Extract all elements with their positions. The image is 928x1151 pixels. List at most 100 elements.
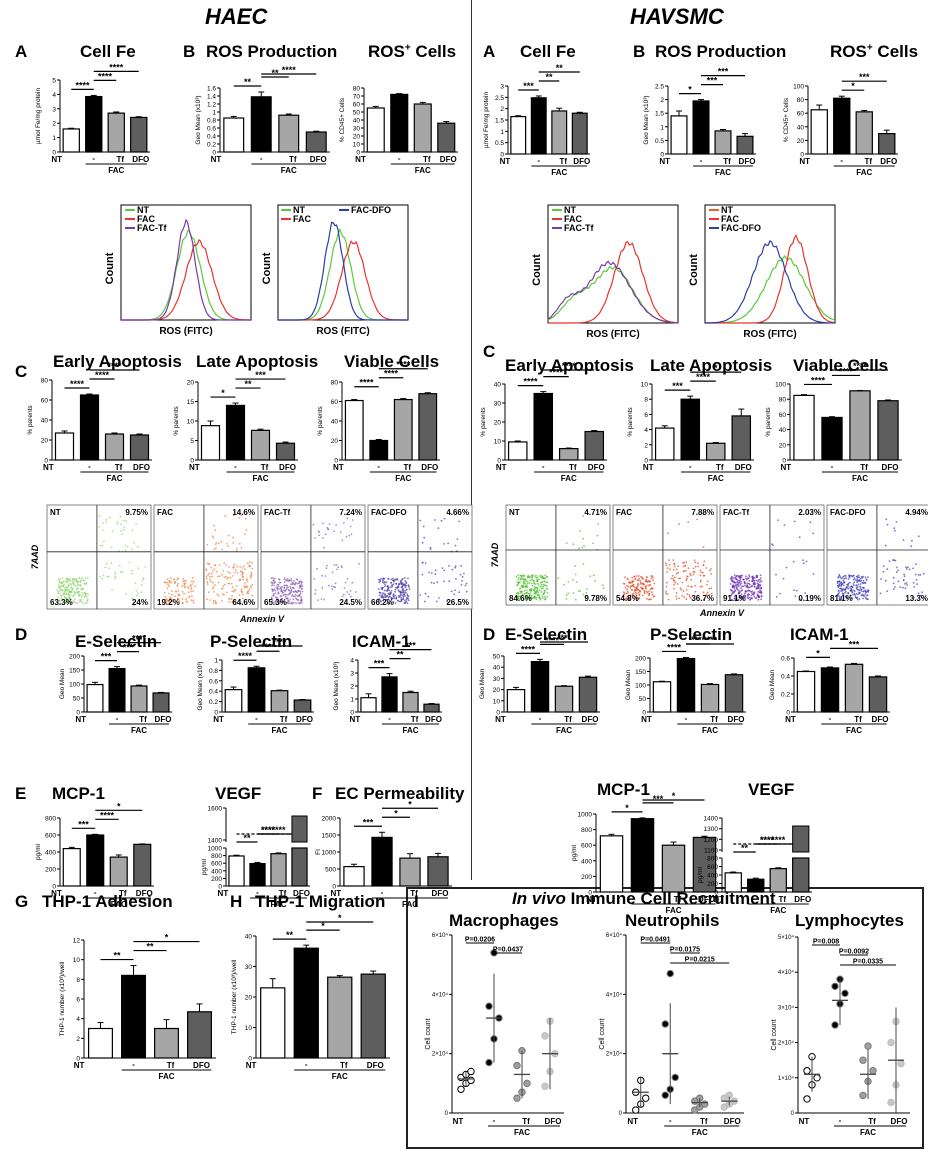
cell-dot (434, 573, 437, 576)
y-tick-label: 0.6 (207, 126, 216, 133)
cell-dot (298, 602, 301, 605)
cell-dot (110, 546, 113, 549)
cell-dot (345, 535, 348, 538)
bar-DFO (731, 415, 752, 461)
cell-dot (217, 581, 220, 584)
cell-dot (274, 600, 277, 603)
sig-star: **** (95, 370, 110, 380)
bar-Tf (551, 110, 568, 155)
cell-dot (165, 601, 168, 604)
cell-dot (341, 539, 344, 542)
cell-dot (747, 597, 750, 600)
cell-dot (67, 599, 69, 602)
cell-dot (337, 566, 340, 569)
cell-dot (84, 591, 87, 594)
data-point (661, 1091, 669, 1099)
y-tick-label: 6 (644, 412, 648, 419)
cell-dot (343, 593, 345, 596)
cell-dot (84, 602, 87, 604)
cell-dot (921, 591, 923, 594)
sig-star: **** (98, 71, 113, 81)
cell-dot (526, 594, 529, 597)
cell-dot (534, 576, 537, 578)
cell-dot (211, 535, 214, 537)
aad-label-right: 7AAD (490, 542, 500, 567)
cell-dot (169, 601, 172, 603)
cell-dot (209, 578, 211, 581)
cell-dot (837, 590, 840, 592)
cell-dot (295, 591, 298, 594)
x-label-dfo: DFO (193, 1061, 210, 1070)
cell-dot (917, 535, 920, 538)
cell-dot (181, 585, 184, 587)
cell-dot (637, 585, 639, 587)
cell-dot (629, 594, 632, 597)
cell-dot (251, 567, 254, 570)
cell-dot (578, 547, 580, 550)
cell-dot (137, 567, 140, 570)
cell-dot (517, 582, 520, 584)
cell-dot (840, 597, 843, 599)
legend-label: FAC (137, 214, 156, 224)
cell-dot (860, 590, 863, 592)
cell-dot (321, 586, 324, 589)
cell-dot (228, 566, 231, 568)
bar-NT (62, 847, 81, 887)
cell-dot (840, 590, 842, 592)
x-label-fac: - (88, 462, 91, 471)
cell-dot (188, 596, 191, 598)
sig-star: **** (703, 635, 718, 645)
sig-star: *** (374, 659, 385, 669)
cell-dot (910, 545, 913, 548)
cell-dot (665, 592, 667, 595)
cell-dot (666, 567, 669, 570)
cell-dot (346, 591, 349, 593)
fac-label: FAC (271, 900, 287, 909)
x-label-nt: NT (643, 463, 654, 472)
cell-dot (206, 544, 209, 546)
dotplot-havsmc-3: FAC-DFO 4.94%81.1% 13.3% (826, 504, 928, 606)
x-label-dfo: DFO (588, 463, 605, 472)
cell-dot (858, 576, 861, 579)
cell-dot (812, 532, 815, 535)
cell-dot (424, 592, 427, 595)
cell-dot (301, 587, 303, 590)
cell-dot (57, 590, 59, 593)
cell-dot (281, 597, 284, 600)
fac-label: FAC (272, 726, 288, 735)
cell-dot (140, 591, 143, 594)
bar-Tf (393, 398, 413, 461)
cell-dot (230, 598, 233, 600)
cell-dot (732, 590, 735, 593)
cell-dot (384, 585, 386, 587)
cell-dot (809, 521, 812, 524)
cell-dot (209, 575, 211, 578)
bar-NT (670, 115, 688, 155)
pval-label: P=0.0491 (640, 937, 670, 944)
legend-label: FAC-Tf (137, 223, 167, 233)
cell-dot (110, 562, 113, 565)
y-axis-label: Geo Mean (769, 669, 776, 700)
fac-label: FAC (770, 906, 786, 915)
cell-dot (665, 564, 668, 567)
cell-dot (515, 592, 518, 595)
cell-dot (215, 542, 218, 544)
cell-dot (103, 540, 105, 543)
cell-dot (172, 578, 175, 581)
cell-dot (852, 583, 855, 585)
cell-dot (736, 599, 739, 601)
cell-dot (897, 569, 899, 572)
cell-dot (59, 578, 62, 580)
sig-star: **** (853, 361, 868, 371)
cell-dot (270, 577, 273, 580)
cell-dot (358, 562, 360, 565)
cell-dot (646, 597, 648, 600)
annexin-label: Annexin V (239, 614, 285, 624)
cell-dot (107, 575, 110, 578)
cell-dot (322, 522, 324, 525)
cell-dot (236, 565, 239, 568)
sig-star: *** (123, 643, 134, 653)
cell-dot (58, 592, 61, 595)
x-label-nt: NT (51, 889, 62, 898)
y-tick-label: 20 (779, 442, 787, 449)
